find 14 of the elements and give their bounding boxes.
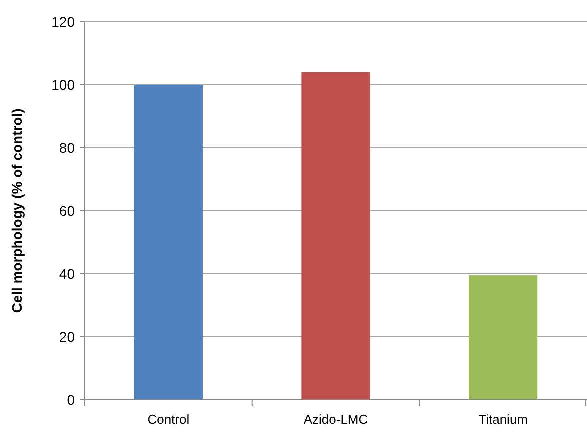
x-tick-label: Azido-LMC bbox=[304, 412, 368, 427]
bar bbox=[469, 276, 538, 400]
bar bbox=[302, 72, 370, 400]
y-tick-label: 80 bbox=[59, 140, 76, 156]
y-tick-label: 60 bbox=[59, 202, 76, 219]
y-tick-label: 100 bbox=[52, 76, 76, 93]
bar bbox=[134, 85, 203, 400]
x-tick-label: Control bbox=[148, 412, 190, 427]
y-tick-label: 20 bbox=[59, 328, 76, 345]
y-tick-label: 0 bbox=[67, 392, 76, 408]
y-tick-label: 40 bbox=[59, 266, 76, 282]
x-tick-label: Titanium bbox=[478, 412, 528, 427]
y-axis-title: Cell morphology (% of control) bbox=[9, 108, 25, 314]
y-tick-label: 120 bbox=[52, 14, 76, 30]
